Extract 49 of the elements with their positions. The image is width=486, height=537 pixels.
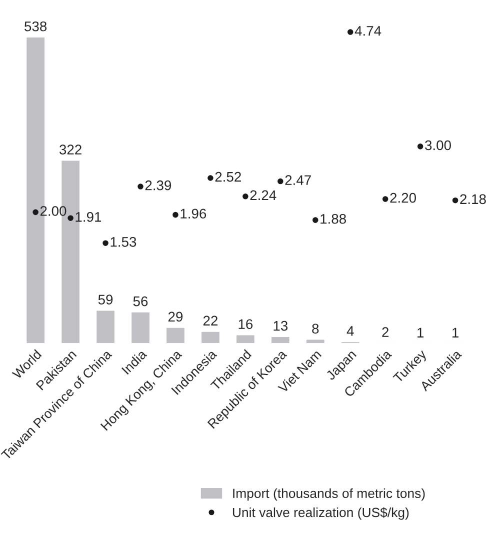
data-label: 2 bbox=[382, 327, 389, 337]
data-label: 59 bbox=[98, 294, 113, 305]
point bbox=[32, 209, 38, 216]
point bbox=[68, 215, 74, 221]
data-label: 1.53 bbox=[110, 236, 136, 247]
data-label: 1 bbox=[452, 328, 458, 338]
data-label: 3.00 bbox=[425, 140, 451, 150]
point bbox=[208, 175, 214, 181]
data-label: 2.00 bbox=[40, 206, 66, 216]
data-label: 1.96 bbox=[180, 208, 206, 219]
point bbox=[102, 240, 108, 246]
data-label: 2.24 bbox=[250, 190, 276, 200]
data-label: 2.47 bbox=[285, 175, 311, 185]
data-label: 4 bbox=[346, 326, 354, 336]
data-label: 2.20 bbox=[390, 192, 416, 203]
point bbox=[278, 178, 284, 184]
point bbox=[382, 196, 388, 202]
bar bbox=[305, 338, 326, 344]
data-label: 1.91 bbox=[76, 212, 102, 222]
bar bbox=[270, 336, 291, 344]
bar bbox=[200, 330, 221, 344]
data-label: 2.52 bbox=[215, 172, 241, 182]
legend-label: Import (thousands of metric tons) bbox=[233, 488, 425, 501]
point bbox=[242, 194, 248, 200]
data-label: 22 bbox=[203, 316, 218, 326]
data-label: 538 bbox=[24, 21, 47, 32]
data-label: 4.74 bbox=[354, 26, 382, 36]
bar bbox=[130, 311, 151, 344]
point bbox=[417, 144, 424, 150]
data-label: 16 bbox=[238, 319, 253, 330]
point bbox=[172, 212, 178, 218]
bar bbox=[235, 334, 256, 344]
data-label: 2.39 bbox=[145, 180, 172, 190]
data-label: 13 bbox=[274, 320, 288, 331]
legend-label: Unit valve realization (US$/kg) bbox=[232, 507, 409, 520]
data-label: 1 bbox=[418, 328, 424, 338]
data-label: 2.18 bbox=[460, 194, 486, 204]
point bbox=[452, 197, 458, 204]
data-label: 29 bbox=[168, 312, 183, 322]
point bbox=[138, 184, 144, 190]
point bbox=[312, 217, 318, 223]
bar bbox=[340, 340, 361, 344]
data-label: 322 bbox=[59, 144, 82, 154]
point bbox=[347, 29, 354, 35]
bar bbox=[95, 309, 116, 344]
bar bbox=[165, 326, 186, 344]
data-label: 1.88 bbox=[320, 214, 346, 224]
data-label: 56 bbox=[133, 296, 148, 306]
data-label: 8 bbox=[312, 324, 319, 334]
